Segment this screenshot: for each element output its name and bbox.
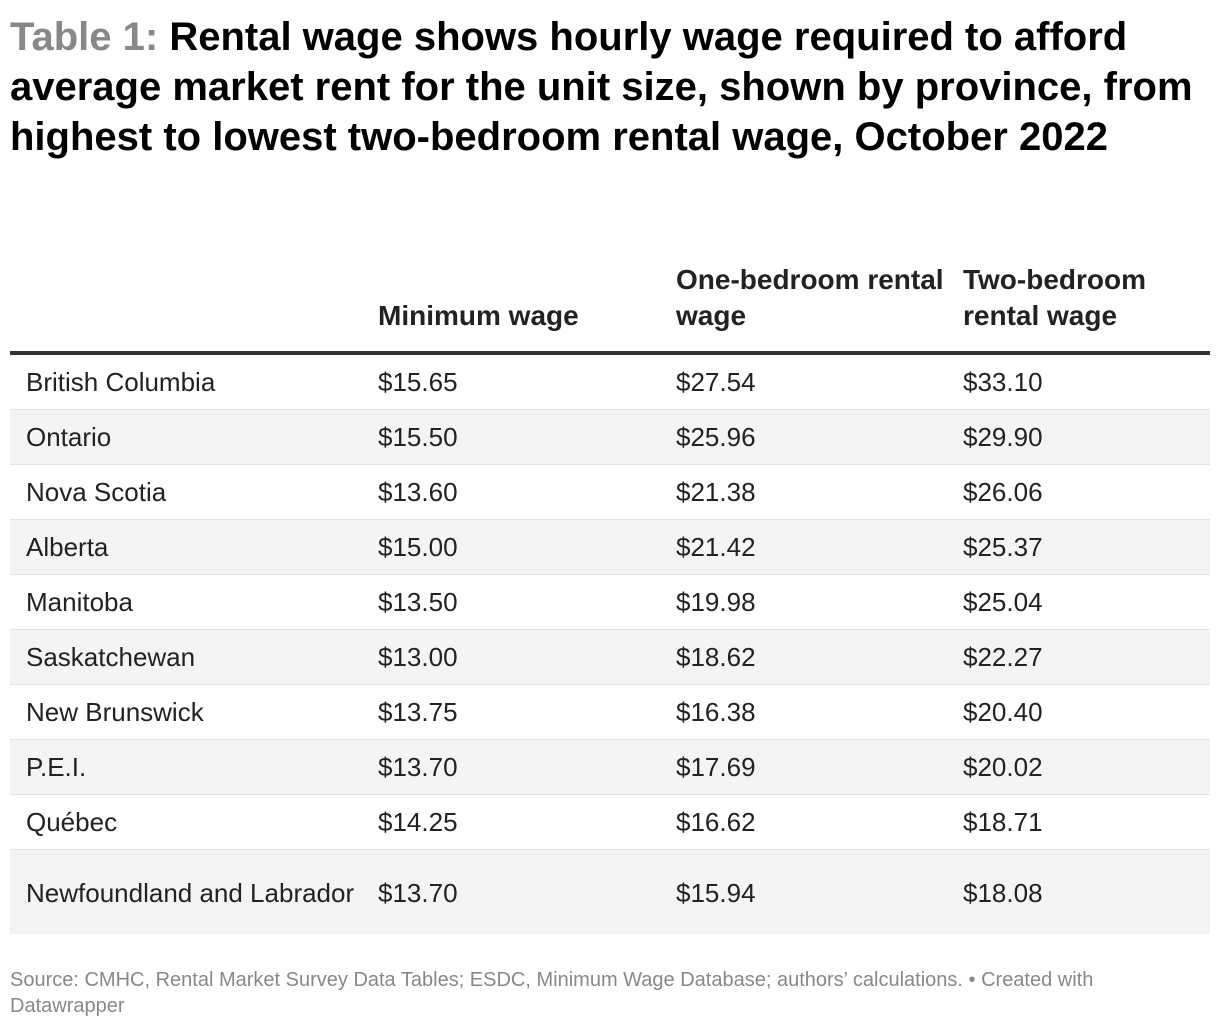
- two-bedroom-wage-cell: $18.71: [963, 794, 1210, 850]
- two-bedroom-wage-cell: $25.37: [963, 519, 1210, 575]
- minimum-wage-cell: $13.50: [378, 574, 676, 630]
- two-bedroom-wage-cell: $26.06: [963, 464, 1210, 520]
- table-row: P.E.I. $13.70 $17.69 $20.02: [10, 739, 1210, 795]
- two-bedroom-wage-cell: $33.10: [963, 353, 1210, 410]
- two-bedroom-wage-cell: $20.02: [963, 739, 1210, 795]
- column-header-two-bedroom[interactable]: Two-bedroom rental wage: [963, 262, 1210, 355]
- source-note: Source: CMHC, Rental Market Survey Data …: [10, 969, 1094, 1017]
- table-row: Saskatchewan $13.00 $18.62 $22.27: [10, 629, 1210, 685]
- two-bedroom-wage-cell: $29.90: [963, 409, 1210, 465]
- one-bedroom-wage-cell: $27.54: [676, 353, 963, 410]
- title-text: Rental wage shows hourly wage required t…: [10, 15, 1193, 159]
- table-row: Manitoba $13.50 $19.98 $25.04: [10, 574, 1210, 630]
- table-row: Québec $14.25 $16.62 $18.71: [10, 794, 1210, 850]
- minimum-wage-cell: $13.70: [378, 849, 676, 934]
- data-table: Minimum wage One-bedroom rental wage Two…: [10, 262, 1210, 934]
- province-cell: Alberta: [10, 519, 378, 575]
- province-cell: New Brunswick: [10, 684, 378, 740]
- minimum-wage-cell: $13.70: [378, 739, 676, 795]
- province-cell: Ontario: [10, 409, 378, 465]
- one-bedroom-wage-cell: $21.42: [676, 519, 963, 575]
- table-number: Table 1:: [10, 15, 159, 59]
- one-bedroom-wage-cell: $18.62: [676, 629, 963, 685]
- one-bedroom-wage-cell: $25.96: [676, 409, 963, 465]
- table-row: Nova Scotia $13.60 $21.38 $26.06: [10, 464, 1210, 520]
- province-cell: British Columbia: [10, 353, 378, 410]
- table-row: British Columbia $15.65 $27.54 $33.10: [10, 353, 1210, 410]
- table-row: Ontario $15.50 $25.96 $29.90: [10, 409, 1210, 465]
- minimum-wage-cell: $13.00: [378, 629, 676, 685]
- header-row: Minimum wage One-bedroom rental wage Two…: [10, 262, 1210, 355]
- page-title: Table 1: Rental wage shows hourly wage r…: [10, 12, 1200, 162]
- minimum-wage-cell: $15.50: [378, 409, 676, 465]
- table-row: Alberta $15.00 $21.42 $25.37: [10, 519, 1210, 575]
- minimum-wage-cell: $13.75: [378, 684, 676, 740]
- one-bedroom-wage-cell: $15.94: [676, 849, 963, 934]
- one-bedroom-wage-cell: $19.98: [676, 574, 963, 630]
- two-bedroom-wage-cell: $20.40: [963, 684, 1210, 740]
- table-row: Newfoundland and Labrador $13.70 $15.94 $18…: [10, 849, 1210, 934]
- column-header-region[interactable]: [10, 262, 378, 355]
- two-bedroom-wage-cell: $18.08: [963, 849, 1210, 934]
- province-cell: Newfoundland and Labrador: [10, 849, 378, 934]
- table-row: New Brunswick $13.75 $16.38 $20.40: [10, 684, 1210, 740]
- minimum-wage-cell: $15.00: [378, 519, 676, 575]
- one-bedroom-wage-cell: $17.69: [676, 739, 963, 795]
- two-bedroom-wage-cell: $25.04: [963, 574, 1210, 630]
- one-bedroom-wage-cell: $16.62: [676, 794, 963, 850]
- column-header-minimum-wage[interactable]: Minimum wage: [378, 262, 676, 355]
- minimum-wage-cell: $13.60: [378, 464, 676, 520]
- province-cell: Québec: [10, 794, 378, 850]
- province-cell: Saskatchewan: [10, 629, 378, 685]
- minimum-wage-cell: $14.25: [378, 794, 676, 850]
- one-bedroom-wage-cell: $21.38: [676, 464, 963, 520]
- column-header-one-bedroom[interactable]: One-bedroom rental wage: [676, 262, 963, 355]
- province-cell: Manitoba: [10, 574, 378, 630]
- one-bedroom-wage-cell: $16.38: [676, 684, 963, 740]
- table-body: British Columbia $15.65 $27.54 $33.10 Ontari…: [10, 353, 1210, 934]
- province-cell: P.E.I.: [10, 739, 378, 795]
- two-bedroom-wage-cell: $22.27: [963, 629, 1210, 685]
- province-cell: Nova Scotia: [10, 464, 378, 520]
- minimum-wage-cell: $15.65: [378, 353, 676, 410]
